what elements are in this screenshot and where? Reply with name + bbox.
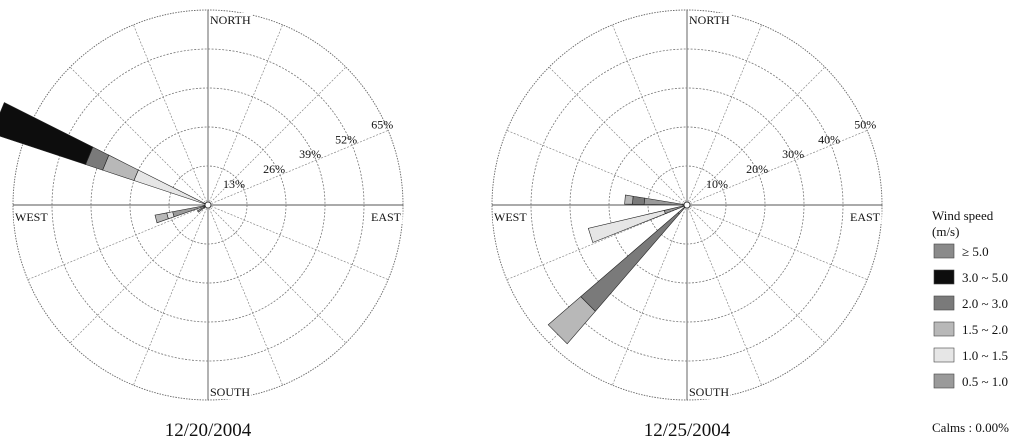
grid-ring (647, 165, 727, 245)
legend-item-label: ≥ 5.0 (962, 244, 989, 259)
grid-spoke (506, 204, 688, 280)
direction-label: NORTH (689, 13, 730, 27)
petal-segment (624, 194, 634, 205)
legend-swatch (933, 243, 955, 259)
grid-spoke (548, 66, 688, 206)
direction-label-bg (849, 210, 882, 224)
ring-label: 65% (371, 117, 393, 131)
legend-swatch (933, 321, 955, 337)
legend-item-label: 1.5 ~ 2.0 (962, 322, 1008, 337)
legend-swatch (933, 269, 955, 285)
ring-label: 26% (263, 162, 285, 176)
grid-spoke (133, 24, 209, 206)
legend-item-label: 0.5 ~ 1.0 (962, 374, 1008, 389)
rose-title: 12/25/2004 (644, 420, 731, 441)
petal-segment (547, 296, 596, 345)
direction-label-bg (14, 210, 50, 224)
ring-label: 39% (299, 147, 321, 161)
legend-swatch (933, 295, 955, 311)
petal-segment (133, 169, 206, 205)
petal-segment (0, 102, 94, 165)
grid-ring (530, 48, 844, 362)
grid-spoke (69, 66, 209, 206)
legend-unit: (m/s) (932, 224, 959, 239)
grid-ring (491, 9, 883, 401)
direction-label: WEST (15, 210, 48, 224)
legend-calms: Calms : 0.00% (932, 420, 1009, 435)
grid-spoke (207, 66, 347, 206)
direction-label-bg (688, 13, 731, 27)
rose-center (204, 201, 212, 209)
rose-title: 12/20/2004 (165, 420, 252, 441)
grid-spoke (686, 204, 868, 280)
petal-segment (643, 197, 688, 206)
direction-label-bg (688, 385, 731, 399)
legend-item-label: 2.0 ~ 3.0 (962, 296, 1008, 311)
grid-spoke (69, 204, 209, 344)
grid-spoke (207, 204, 283, 386)
petal-segment (587, 210, 666, 243)
grid-ring (12, 9, 404, 401)
petal-segment (102, 154, 139, 181)
ring-label: 30% (782, 147, 804, 161)
legend-item-label: 1.0 ~ 1.5 (962, 348, 1008, 363)
petal-segment (172, 204, 209, 218)
petal-segment (632, 195, 646, 205)
grid-spoke (686, 204, 826, 344)
grid-spoke (686, 24, 762, 206)
direction-label: WEST (494, 210, 527, 224)
legend: Wind speed (m/s) ≥ 5.0 3.0 ~ 5.0 2.0 ~ 3.0… (932, 208, 1009, 435)
grid-spoke (686, 66, 826, 206)
grid-spoke (27, 204, 209, 280)
direction-label-bg (209, 385, 252, 399)
grid-spoke (133, 204, 209, 386)
ring-label: 50% (854, 117, 876, 131)
direction-label-bg (370, 210, 403, 224)
legend-item-label: 3.0 ~ 5.0 (962, 270, 1008, 285)
direction-label: NORTH (210, 13, 251, 27)
ring-label: 13% (223, 177, 245, 191)
ring-label: 10% (706, 177, 728, 191)
grid-spoke (612, 204, 688, 386)
grid-spoke (207, 24, 283, 206)
grid-spoke (506, 130, 688, 206)
petal-segment (154, 212, 169, 224)
grid-spoke (686, 204, 762, 386)
grid-spoke (686, 130, 868, 206)
grid-ring (569, 87, 805, 323)
legend-title: Wind speed (932, 208, 994, 223)
wind-rose-2: 10% 20% 30% 40% 50% NORTH SOUTH EAST WEST 12/25/… (491, 9, 883, 441)
legend-swatch (933, 373, 955, 389)
grid-ring (51, 48, 365, 362)
grid-ring (608, 126, 766, 284)
direction-label: SOUTH (689, 385, 729, 399)
wind-rose-1: 13% 26% 39% 52% 65% NORTH SOUTH EAST WEST 12/20/… (0, 9, 404, 441)
grid-ring (129, 126, 287, 284)
grid-spoke (612, 24, 688, 206)
rose-center (683, 201, 691, 209)
grid-spoke (207, 204, 347, 344)
grid-ring (168, 165, 248, 245)
direction-label: EAST (850, 210, 881, 224)
ring-label: 20% (746, 162, 768, 176)
grid-spoke (207, 204, 389, 280)
direction-label-bg (493, 210, 529, 224)
direction-label-bg (209, 13, 252, 27)
legend-swatch (933, 347, 955, 363)
direction-label: SOUTH (210, 385, 250, 399)
ring-label: 52% (335, 132, 357, 146)
grid-ring (90, 87, 326, 323)
direction-label: EAST (371, 210, 402, 224)
ring-label: 40% (818, 132, 840, 146)
grid-spoke (207, 130, 389, 206)
